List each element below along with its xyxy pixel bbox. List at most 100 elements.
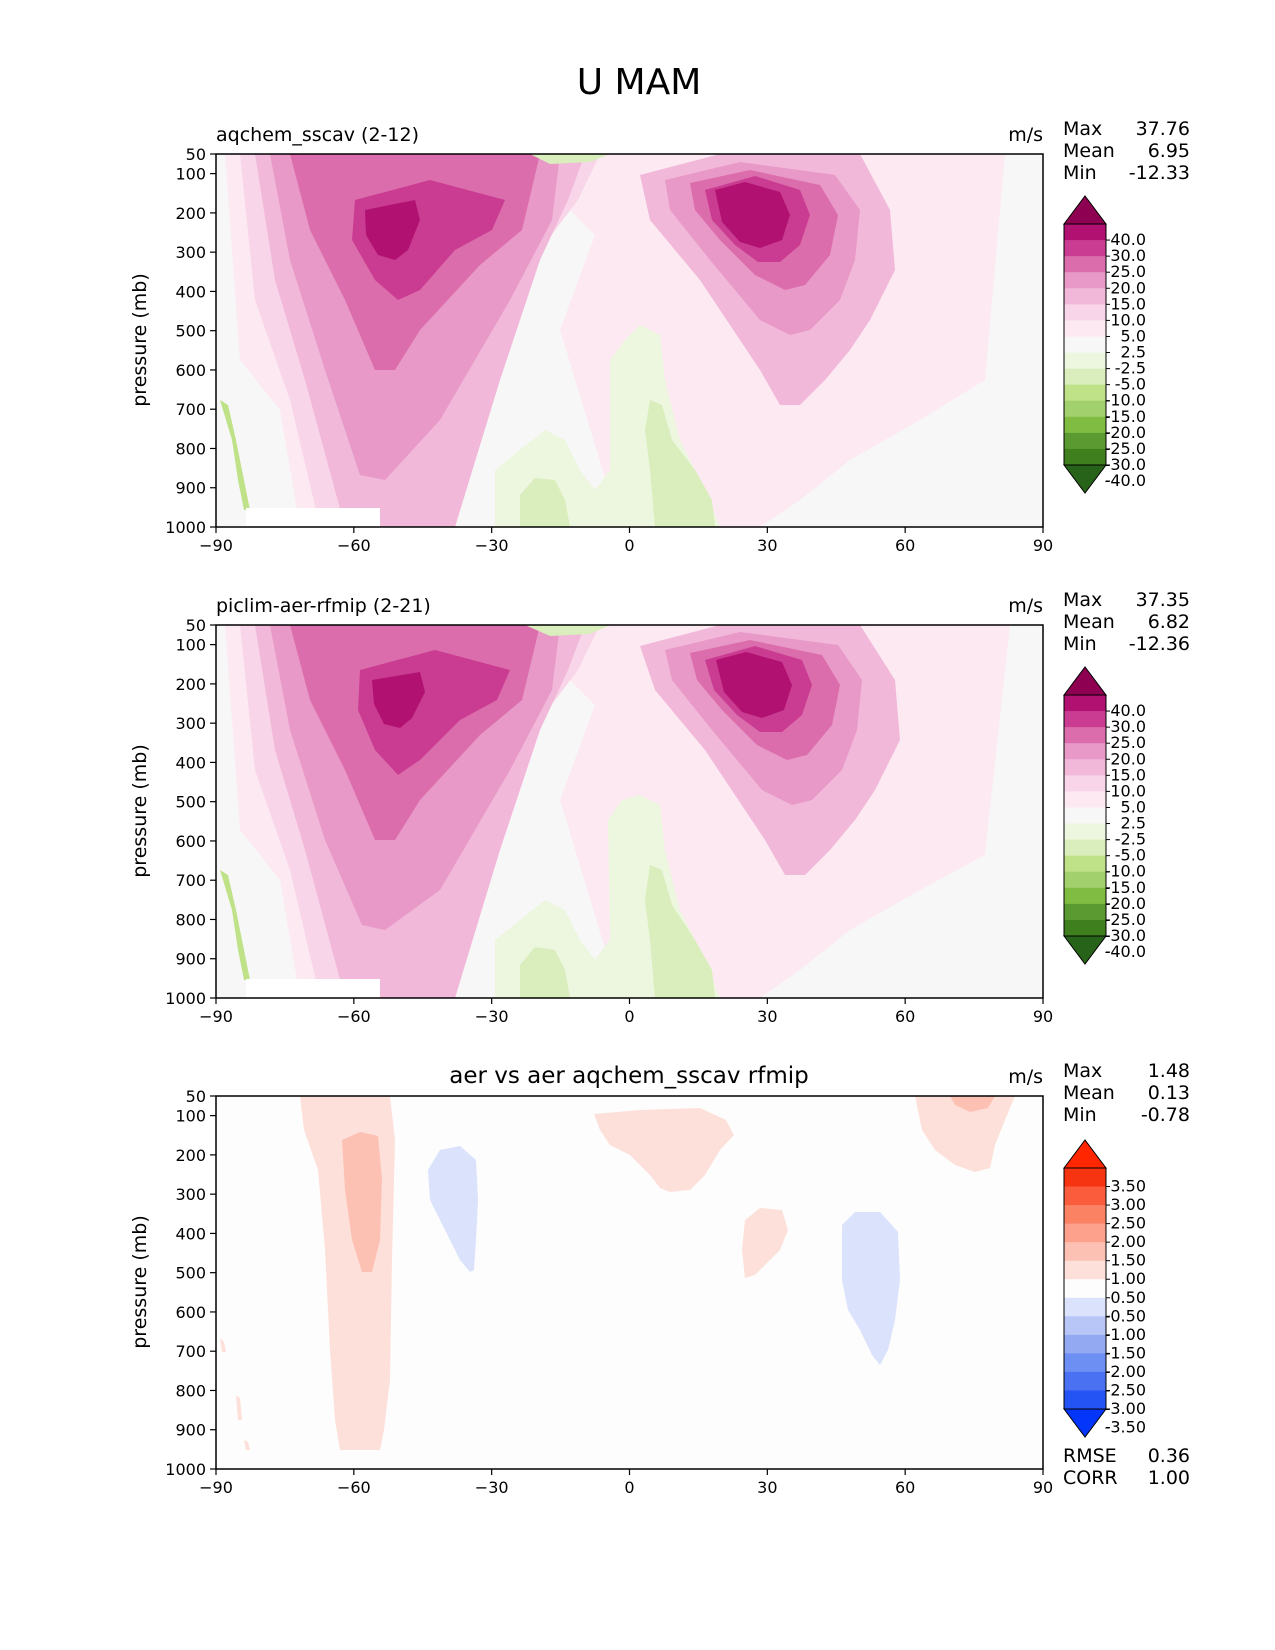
colorbar-swatch [1064,224,1106,241]
contour-diff-pos-polar-2 [236,1395,242,1420]
colorbar-label: 20.0 [1110,278,1146,297]
colorbar-top: 40.030.025.020.015.010.05.02.5-2.5-5.0-1… [1063,195,1146,494]
colorbar-swatch [1064,416,1106,434]
colorbar-swatch [1064,887,1106,905]
stat-label-min-bottom: Min [1063,1104,1097,1126]
stats-top: Max 37.76 Mean 6.95 Min -12.33 [1063,118,1190,184]
colorbar-label: -10.0 [1105,391,1146,410]
contour-easterly-top-mid [525,625,610,636]
colorbar-label: 25.0 [1110,733,1146,752]
colorbar-swatch [1064,839,1106,857]
y-tick-label: 1000 [165,518,206,537]
panel-bottom: aer vs aer aqchem_sscav rfmip m/s pressu… [129,1060,1190,1497]
colorbar-swatch [1064,711,1106,728]
colorbar-label: -15.0 [1105,878,1146,897]
y-tick-label: 500 [175,793,206,812]
y-tick-label: 700 [175,871,206,890]
colorbar-swatch [1064,448,1106,466]
stat-value-max-top: 37.76 [1136,118,1190,140]
y-tick-label: 100 [175,636,206,655]
stat-label-mean-bottom: Mean [1063,1082,1115,1104]
stat-value-mean-top: 6.95 [1148,140,1190,162]
colorbar-swatch [1064,1371,1106,1391]
stat-value-corr: 1.00 [1148,1467,1190,1489]
colorbar-label: -2.50 [1105,1380,1146,1399]
panel-bottom-title: aer vs aer aqchem_sscav rfmip [449,1063,808,1089]
colorbar-swatch [1064,807,1106,825]
colorbar-swatch [1064,743,1106,760]
x-tick-label: −60 [337,1007,371,1026]
contour-easterly-c-mid [645,865,715,998]
colorbar-swatch [1064,240,1106,257]
stat-label-min-top: Min [1063,162,1097,184]
colorbar-label: -10.0 [1105,862,1146,881]
x-tick-label: 90 [1033,1007,1053,1026]
colorbar-swatch [1064,400,1106,418]
colorbar-swatch [1064,1334,1106,1354]
stat-value-max-bottom: 1.48 [1148,1060,1190,1082]
y-tick-label: 300 [175,714,206,733]
colorbar-swatch [1064,695,1106,712]
y-tick-label: 100 [175,1107,206,1126]
y-tick-label: 900 [175,1421,206,1440]
colorbar-swatch [1064,1242,1106,1262]
contour-diff-neg-a [428,1146,478,1272]
colorbar-label: -3.00 [1105,1399,1146,1418]
colorbar-label: 1.00 [1110,1269,1146,1288]
y-tick-label: 800 [175,910,206,929]
colorbar-swatch [1064,727,1106,744]
stat-label-max-middle: Max [1063,589,1102,611]
colorbar-swatch [1064,759,1106,776]
x-tick-label: 30 [757,1007,777,1026]
contour-field-middle [220,625,1010,998]
stat-value-max-middle: 37.35 [1136,589,1190,611]
x-tick-label: 90 [1033,1478,1053,1497]
colorbar-label: -40.0 [1105,471,1146,490]
colorbar-label: 2.50 [1110,1214,1146,1233]
contour-diff-pos-polar-3 [244,1440,250,1450]
y-tick-label: 800 [175,1381,206,1400]
x-tick-label: −30 [475,1007,509,1026]
colorbar-label: 1.50 [1110,1251,1146,1270]
colorbar-label: -5.0 [1115,846,1146,865]
colorbar-label: -20.0 [1105,423,1146,442]
colorbar-swatch [1064,791,1106,808]
stat-label-mean-middle: Mean [1063,611,1115,633]
y-tick-label: 900 [175,479,206,498]
panel-bottom-units: m/s [1008,1066,1043,1088]
colorbar-label: 20.0 [1110,749,1146,768]
x-ticks-middle: −90 −60 −30 0 30 60 90 [199,998,1053,1026]
colorbar-swatch [1064,1316,1106,1336]
contour-diff-pos-c [742,1208,788,1278]
colorbar-swatch [1064,336,1106,354]
stat-value-min-middle: -12.36 [1129,633,1190,655]
y-tick-label: 300 [175,243,206,262]
colorbar-outline [1063,1167,1107,1410]
colorbar-swatch [1064,1279,1106,1299]
colorbar-label: 3.50 [1110,1177,1146,1196]
x-tick-label: 90 [1033,536,1053,555]
x-tick-label: −30 [475,536,509,555]
stat-label-mean-top: Mean [1063,140,1115,162]
colorbar-swatch [1064,432,1106,450]
contour-diff-pos-polar [220,1338,226,1352]
colorbar-label: 15.0 [1110,294,1146,313]
colorbar-swatch [1064,1297,1106,1317]
contour-field-bottom [220,1096,1015,1450]
y-tick-label: 50 [186,1087,206,1106]
x-tick-label: 0 [624,536,634,555]
colorbar-label: -25.0 [1105,439,1146,458]
contour-easterly-top [530,154,610,164]
y-axis-label-middle: pressure (mb) [129,744,151,878]
colorbar-outline [1063,223,1107,466]
colorbar-label: -0.50 [1105,1306,1146,1325]
colorbar-label: 25.0 [1110,262,1146,281]
colorbar-label: -1.50 [1105,1343,1146,1362]
contour-diff-pos-b [594,1108,734,1192]
colorbar-swatch [1064,368,1106,386]
y-axis-label-top: pressure (mb) [129,273,151,407]
colorbar-label: -3.50 [1105,1418,1146,1437]
stat-value-min-top: -12.33 [1129,162,1190,184]
